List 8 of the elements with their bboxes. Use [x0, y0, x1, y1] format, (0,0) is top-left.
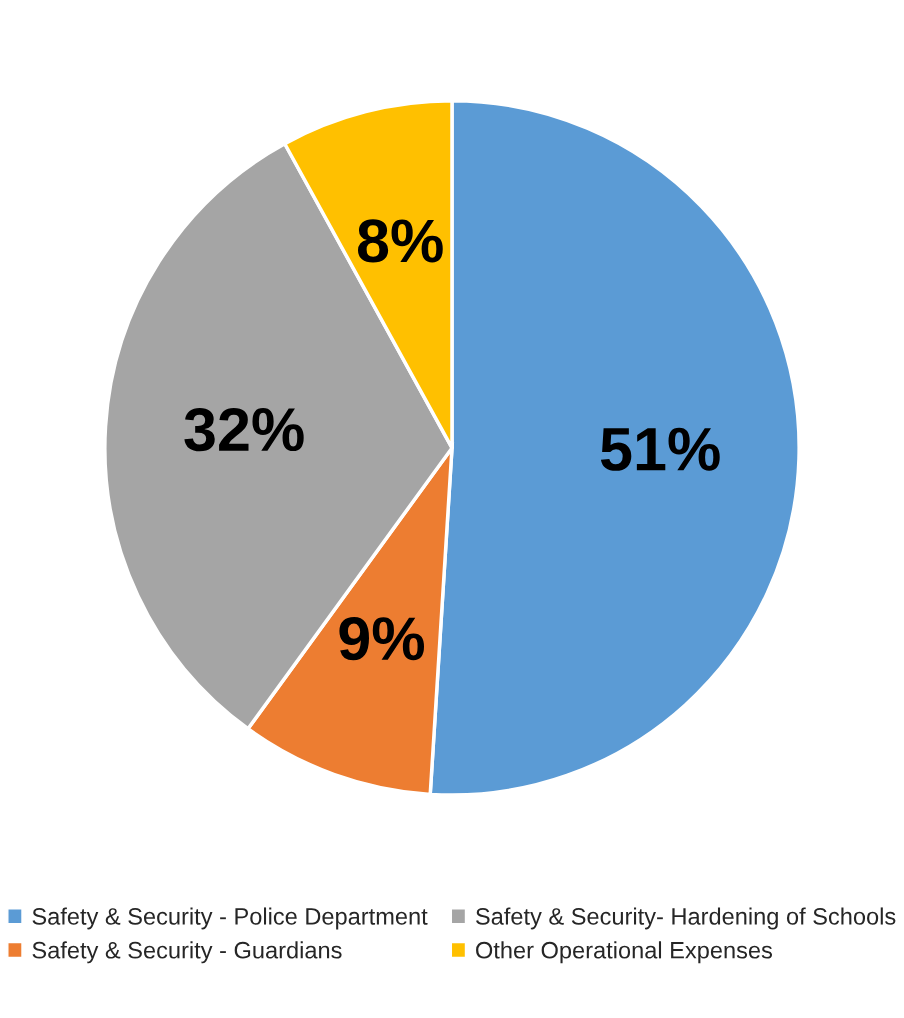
data-label: 32% — [184, 407, 304, 452]
data-label: 51% — [600, 427, 720, 471]
legend-label: Safety & Security - Police Department — [32, 907, 428, 930]
legend-label: Other Operational Expenses — [476, 941, 773, 964]
legend-label: Safety & Security - Guardians — [32, 941, 342, 964]
data-label: 8% — [357, 219, 443, 263]
data-label: 9% — [339, 617, 424, 661]
legend-label: Safety & Security- Hardening of Schools — [476, 907, 896, 930]
